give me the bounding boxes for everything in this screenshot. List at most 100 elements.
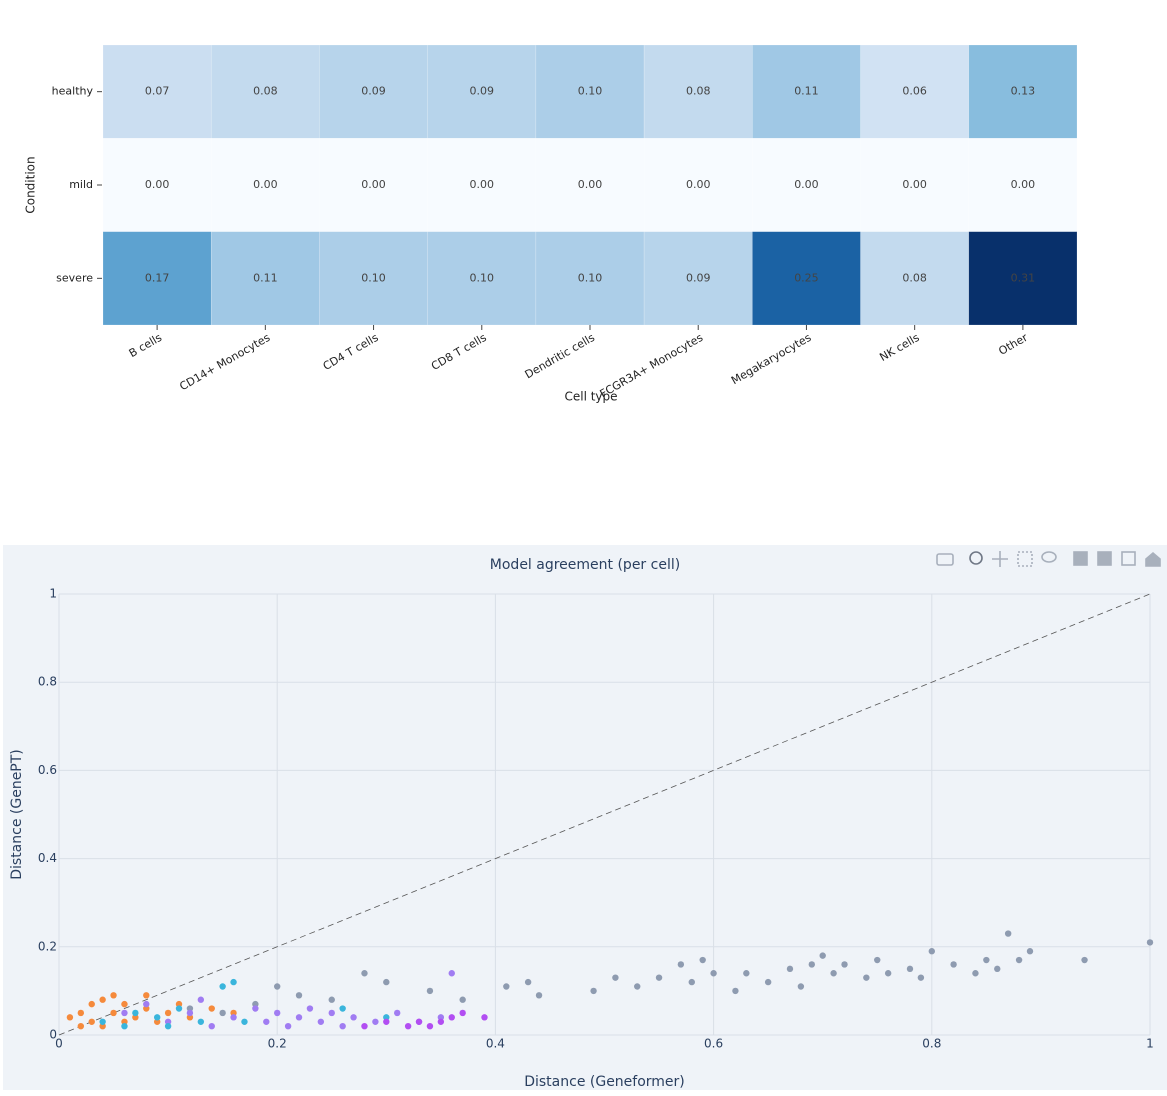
point: [699, 956, 706, 964]
point: [1015, 956, 1023, 964]
zoom-in-button[interactable]: [1073, 551, 1088, 566]
point: [77, 1022, 85, 1030]
reset-button[interactable]: [1145, 551, 1161, 567]
x-tick-label: B cells: [127, 331, 165, 360]
heat-cell: [968, 138, 1078, 232]
point: [175, 1005, 183, 1012]
point: [77, 1009, 85, 1017]
pan-button[interactable]: [992, 551, 1008, 567]
point: [383, 1014, 390, 1021]
heat-cell: [643, 44, 753, 139]
point: [230, 978, 237, 986]
heat-cell: [968, 231, 1078, 326]
point: [481, 1014, 488, 1021]
cell-label: 0.10: [578, 271, 603, 284]
point: [1004, 930, 1012, 937]
heat-cell: [319, 138, 428, 232]
y-axis-title: Distance (GenePT): [9, 749, 25, 880]
point: [295, 992, 303, 999]
modebar-bg: [926, 547, 1166, 573]
point: [252, 1005, 259, 1012]
autoscale-button[interactable]: [1121, 551, 1136, 566]
cell-label: 0.00: [470, 178, 495, 191]
point: [634, 983, 641, 990]
point: [143, 1005, 150, 1012]
point: [328, 1009, 335, 1017]
point: [219, 983, 226, 990]
point: [263, 1018, 270, 1025]
x-tick-label: 0.4: [486, 1037, 505, 1051]
point: [306, 1005, 314, 1012]
cell-label: 0.09: [361, 85, 386, 98]
point: [66, 1014, 74, 1021]
point: [764, 978, 772, 986]
x-tick-label: NK cells: [877, 331, 921, 364]
point: [383, 1018, 390, 1025]
lasso-button[interactable]: [1041, 551, 1057, 563]
point: [710, 970, 717, 977]
heat-cell: [860, 138, 970, 232]
cell-label: 0.00: [1011, 178, 1036, 191]
point: [219, 1009, 226, 1017]
cell-label: 0.06: [902, 85, 927, 98]
point: [415, 1018, 423, 1025]
point: [590, 987, 597, 995]
point: [175, 1000, 183, 1008]
diagonal-line: [58, 593, 1151, 1036]
point: [459, 996, 466, 1003]
point: [121, 1000, 128, 1008]
y-tick-label: mild: [69, 178, 93, 191]
point: [186, 1009, 194, 1017]
point: [743, 970, 750, 977]
cell-label: 0.08: [902, 271, 927, 284]
point: [208, 1005, 215, 1012]
point: [972, 970, 979, 977]
point: [906, 965, 914, 973]
point: [535, 992, 543, 999]
point: [819, 952, 826, 959]
x-axis-title: Distance (Geneformer): [524, 1074, 685, 1090]
cell-label: 0.11: [253, 271, 278, 284]
point: [459, 1009, 466, 1017]
y-tick-label: severe: [56, 271, 93, 284]
point: [132, 1009, 139, 1017]
point: [394, 1009, 401, 1017]
x-tick-label: 1: [1146, 1037, 1154, 1051]
point: [372, 1018, 379, 1025]
camera-button[interactable]: [936, 553, 954, 566]
point: [994, 965, 1001, 973]
cell-label: 0.00: [794, 178, 819, 191]
cell-label: 0.08: [686, 85, 711, 98]
point: [503, 983, 510, 990]
point: [252, 1000, 259, 1008]
point: [241, 1018, 248, 1025]
point: [153, 1014, 161, 1021]
point: [121, 1022, 128, 1030]
point: [99, 996, 106, 1003]
point: [143, 992, 150, 999]
cell-label: 0.00: [361, 178, 386, 191]
point: [197, 996, 205, 1003]
point: [197, 1018, 205, 1025]
y-tick-label: 0.2: [38, 939, 57, 953]
point: [1026, 948, 1034, 955]
box-select-button[interactable]: [1017, 551, 1033, 567]
point: [797, 983, 805, 990]
point: [143, 1000, 150, 1008]
heat-cell: [752, 138, 861, 232]
point: [153, 1018, 161, 1025]
zoom-out-button[interactable]: [1097, 551, 1112, 566]
zoom-button[interactable]: [969, 551, 983, 565]
point: [786, 965, 794, 973]
heat-cell: [319, 44, 428, 139]
cell-label: 0.00: [578, 178, 603, 191]
point: [110, 1009, 117, 1017]
modebar: [926, 547, 1166, 573]
point: [1146, 939, 1154, 946]
point: [928, 948, 935, 955]
heat-cell: [643, 231, 753, 326]
point: [841, 961, 848, 968]
x-tick-label: CD8 T cells: [429, 331, 489, 373]
